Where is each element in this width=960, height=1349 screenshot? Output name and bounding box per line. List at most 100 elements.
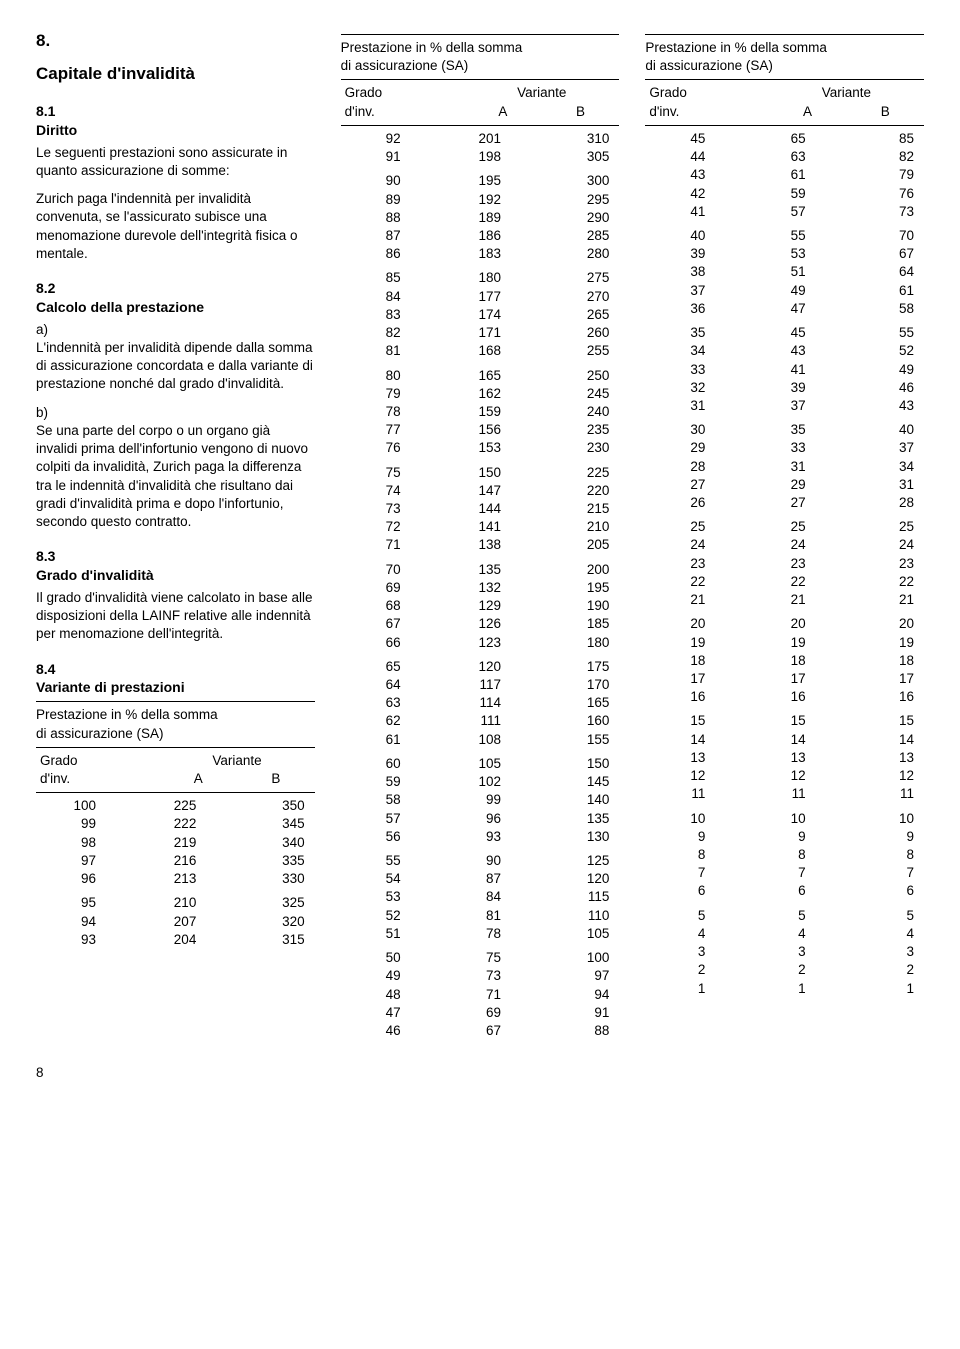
table-cell: 210: [519, 518, 619, 536]
table-cell: 77: [341, 421, 419, 439]
col-header: A: [464, 103, 542, 121]
table-cell: 201: [419, 130, 519, 148]
table-row: 313743: [645, 397, 924, 415]
table-cell: 219: [114, 834, 214, 852]
table-cell: 13: [824, 749, 924, 767]
table-cell: 58: [824, 300, 924, 318]
table-cell: 105: [519, 925, 619, 943]
caption-line: Prestazione in % della somma: [645, 39, 924, 57]
table-cell: 80: [341, 367, 419, 385]
benefit-table-2: Grado Variante d'inv. A B: [341, 84, 620, 120]
subsection-number: 8.3: [36, 548, 55, 564]
table-cell: 190: [519, 597, 619, 615]
table-row: 222: [645, 961, 924, 979]
table-cell: 19: [645, 634, 723, 652]
table-cell: 26: [645, 494, 723, 512]
table-cell: 183: [419, 245, 519, 263]
table-cell: 22: [824, 573, 924, 591]
table-cell: 53: [341, 888, 419, 906]
table-row: 85180275: [341, 269, 620, 287]
table-cell: 6: [645, 882, 723, 900]
table-cell: 46: [824, 379, 924, 397]
table-cell: 14: [645, 731, 723, 749]
table-cell: 31: [723, 458, 823, 476]
table-cell: 200: [519, 561, 619, 579]
table-cell: 55: [824, 324, 924, 342]
table-row: 334149: [645, 361, 924, 379]
table-cell: 100: [36, 797, 114, 815]
table-row: 344352: [645, 342, 924, 360]
table-row: 92201310: [341, 130, 620, 148]
table-row: 64117170: [341, 676, 620, 694]
table-row: 446382: [645, 148, 924, 166]
table-cell: 70: [824, 227, 924, 245]
page-layout: 8. Capitale d'invalidità 8.1 Diritto Le …: [36, 30, 924, 1040]
table-row: 303540: [645, 421, 924, 439]
table-cell: 285: [519, 227, 619, 245]
table-cell: 225: [114, 797, 214, 815]
table-cell: 39: [645, 245, 723, 263]
table-cell: 16: [824, 688, 924, 706]
table-row: 86183280: [341, 245, 620, 263]
table-cell: 120: [419, 658, 519, 676]
table-cell: 87: [419, 870, 519, 888]
table-cell: 345: [214, 815, 314, 833]
col-header: d'inv.: [645, 103, 768, 121]
table-cell: 240: [519, 403, 619, 421]
table-cell: 325: [214, 894, 314, 912]
table-row: 5281110: [341, 907, 620, 925]
table-cell: 3: [645, 943, 723, 961]
table-cell: 22: [723, 573, 823, 591]
table-cell: 177: [419, 288, 519, 306]
col-header: Variante: [464, 84, 619, 102]
table-cell: 75: [341, 464, 419, 482]
subsection-8-1-heading: 8.1 Diritto: [36, 102, 315, 140]
table-cell: 63: [341, 694, 419, 712]
table-row: 93204315: [36, 931, 315, 949]
table-row: 666: [645, 882, 924, 900]
subsection-8-4-heading: 8.4 Variante di prestazioni: [36, 660, 315, 698]
table-row: 81168255: [341, 342, 620, 360]
table-row: 272931: [645, 476, 924, 494]
table-cell: 295: [519, 191, 619, 209]
table-cell: 99: [419, 791, 519, 809]
table-cell: 74: [341, 482, 419, 500]
table-cell: 111: [419, 712, 519, 730]
table-row: 181818: [645, 652, 924, 670]
table-cell: 22: [645, 573, 723, 591]
table-cell: 73: [419, 967, 519, 985]
table-row: 777: [645, 864, 924, 882]
table-row: 61108155: [341, 731, 620, 749]
table-row: 95210325: [36, 894, 315, 912]
table-cell: 88: [519, 1022, 619, 1040]
table-cell: 230: [519, 439, 619, 457]
table-row: 101010: [645, 810, 924, 828]
table-row: 100225350: [36, 797, 315, 815]
table-cell: 330: [214, 870, 314, 888]
table-cell: 81: [341, 342, 419, 360]
col-header: B: [542, 103, 620, 121]
paragraph: Se una parte del corpo o un organo già i…: [36, 422, 315, 531]
table-cell: 9: [645, 828, 723, 846]
table-cell: 192: [419, 191, 519, 209]
table-cell: 140: [519, 791, 619, 809]
table-rule: [36, 701, 315, 702]
table-cell: 21: [723, 591, 823, 609]
table-cell: 84: [419, 888, 519, 906]
table-row: 333: [645, 943, 924, 961]
table-row: 555: [645, 907, 924, 925]
table-cell: 11: [824, 785, 924, 803]
table-cell: 83: [341, 306, 419, 324]
table-cell: 310: [519, 130, 619, 148]
table-cell: 174: [419, 306, 519, 324]
table-cell: 84: [341, 288, 419, 306]
table-cell: 10: [645, 810, 723, 828]
paragraph: L'indennità per invalidità dipende dalla…: [36, 339, 315, 394]
table-cell: 28: [645, 458, 723, 476]
section-title: Capitale d'invalidità: [36, 63, 315, 86]
table-cell: 23: [824, 555, 924, 573]
col-header: d'inv.: [341, 103, 464, 121]
table-row: 84177270: [341, 288, 620, 306]
table-cell: 315: [214, 931, 314, 949]
table-row: 80165250: [341, 367, 620, 385]
